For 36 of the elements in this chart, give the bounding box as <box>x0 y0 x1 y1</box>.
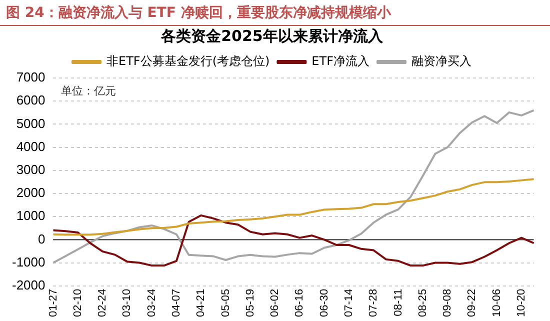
legend-label: ETF净流入 <box>312 54 370 68</box>
y-tick-label: -2000 <box>12 277 46 292</box>
x-tick-label: 06-16 <box>294 288 306 318</box>
x-tick-label: 10-20 <box>516 288 528 318</box>
x-tick-label: 04-21 <box>195 288 208 318</box>
legend-label: 融资净买入 <box>411 54 472 68</box>
x-tick-label: 05-19 <box>244 288 256 318</box>
y-tick-label: 5000 <box>16 116 46 131</box>
x-tick-label: 03-24 <box>146 288 158 318</box>
x-tick-label: 08-11 <box>392 288 404 316</box>
y-tick-label: 4000 <box>16 138 46 154</box>
x-tick-label: 05-05 <box>220 288 232 318</box>
x-tick-label: 07-28 <box>368 288 380 318</box>
y-tick-label: 3000 <box>16 162 46 177</box>
chart-title: 图 24：融资净流入与 ETF 净赎回，重要股东净减持规模缩小 <box>0 0 550 26</box>
y-tick-label: 7000 <box>16 70 46 85</box>
x-tick-label: 03-10 <box>121 288 134 318</box>
x-tick-label: 09-22 <box>466 288 478 318</box>
x-tick-label: 01-27 <box>47 288 60 318</box>
y-tick-label: 0 <box>38 231 46 246</box>
legend-label: 非ETF公募基金发行(考虑仓位) <box>106 54 270 68</box>
x-tick-label: 07-14 <box>343 288 356 318</box>
y-tick-label: 1000 <box>16 208 46 224</box>
x-tick-label: 08-25 <box>416 288 429 318</box>
y-tick-label: 6000 <box>16 92 46 108</box>
y-tick-label: -1000 <box>12 254 46 270</box>
x-tick-label: 02-10 <box>72 288 84 318</box>
chart-subtitle: 各类资金2025年以来累计净流入 <box>160 26 384 45</box>
y-tick-label: 2000 <box>16 185 46 200</box>
x-tick-label: 04-07 <box>170 288 182 318</box>
x-tick-label: 02-24 <box>96 288 109 318</box>
x-tick-label: 06-30 <box>318 288 330 318</box>
x-tick-label: 10-06 <box>490 288 503 318</box>
annotation: 单位：亿元 <box>61 84 116 98</box>
x-tick-label: 09-08 <box>442 288 454 318</box>
x-tick-label: 06-02 <box>269 288 282 318</box>
